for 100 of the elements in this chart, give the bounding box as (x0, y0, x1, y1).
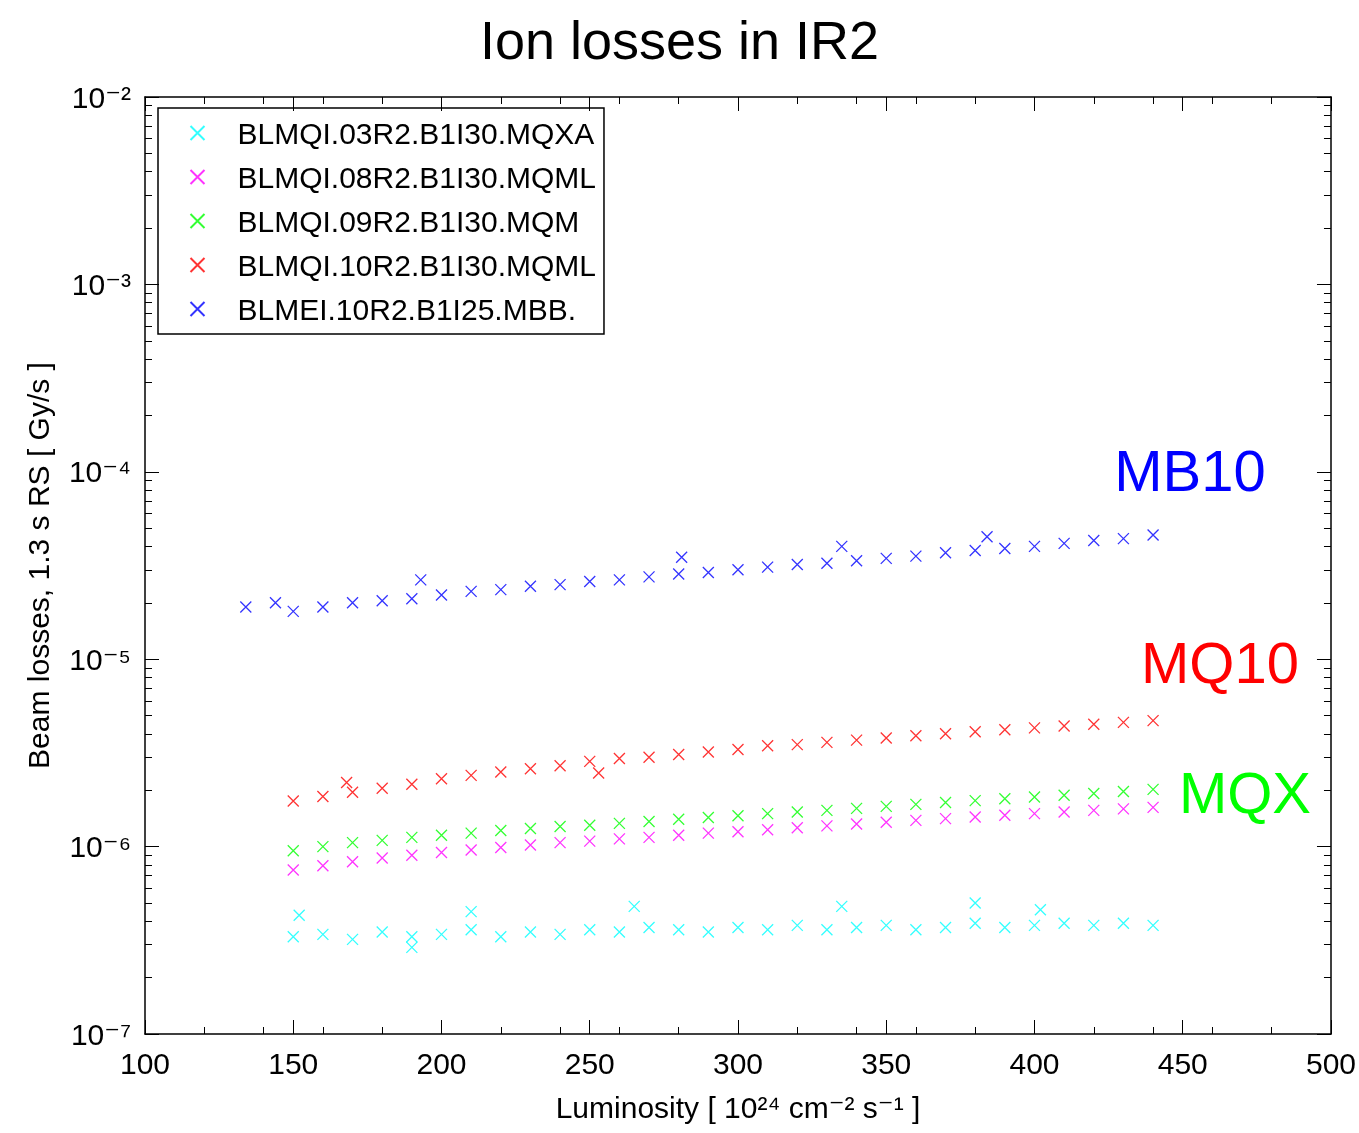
point (672, 813, 685, 826)
point (969, 917, 982, 930)
x-tick-label: 300 (712, 1046, 764, 1080)
point (761, 739, 774, 752)
x-tick-label: 500 (1305, 1046, 1356, 1080)
point (998, 809, 1011, 822)
point (553, 759, 567, 772)
point (1117, 802, 1130, 816)
point (583, 575, 596, 588)
point (909, 814, 923, 827)
point (1117, 532, 1130, 545)
point (1028, 790, 1041, 804)
point (909, 729, 923, 742)
point (998, 792, 1011, 805)
point (316, 859, 330, 872)
legend-label: BLMQI.10R2.B1I30.MQML (237, 248, 596, 282)
chart-title: Ion losses in IR2 (479, 10, 880, 70)
point (1057, 789, 1071, 802)
point (316, 600, 330, 614)
point (731, 743, 745, 756)
point (939, 546, 952, 559)
point (464, 826, 478, 840)
point (346, 786, 359, 799)
point (880, 552, 893, 565)
point (494, 765, 507, 779)
point (287, 605, 300, 618)
point (613, 925, 626, 939)
y-tick-label: 10⁻⁶ (69, 830, 131, 864)
point (1057, 805, 1071, 819)
point (1057, 917, 1071, 930)
point (702, 566, 715, 579)
annotation: MQ10 (1141, 629, 1299, 695)
point (731, 563, 745, 576)
point (1087, 804, 1100, 817)
point (761, 807, 774, 820)
point (524, 838, 537, 852)
point (376, 925, 389, 939)
point (998, 921, 1011, 934)
point (1057, 537, 1071, 550)
point (909, 798, 923, 811)
point (524, 580, 537, 593)
y-tick-label: 10⁻³ (71, 267, 131, 301)
point (761, 923, 774, 936)
point (435, 829, 448, 842)
point (1146, 714, 1160, 727)
point (435, 928, 448, 941)
point (731, 921, 745, 934)
point (1117, 785, 1130, 798)
point (791, 558, 804, 571)
point (239, 600, 252, 614)
point (1117, 716, 1130, 729)
point (820, 736, 834, 749)
point (494, 930, 507, 943)
point (583, 923, 596, 936)
point (376, 782, 389, 795)
point (820, 557, 834, 570)
point (583, 834, 596, 848)
point (939, 921, 952, 934)
point (464, 843, 478, 857)
point (405, 778, 418, 791)
point (850, 817, 863, 831)
point (464, 585, 478, 598)
point (293, 909, 306, 922)
point (553, 820, 567, 833)
point (435, 846, 448, 859)
point (340, 776, 353, 789)
point (1028, 540, 1041, 553)
point (642, 570, 656, 584)
point (672, 923, 685, 936)
y-tick-label: 10⁻⁵ (69, 642, 131, 676)
point (969, 810, 982, 824)
point (524, 822, 537, 835)
point (850, 733, 863, 747)
point (850, 802, 863, 815)
point (642, 831, 656, 844)
point (880, 919, 893, 932)
point (346, 855, 359, 868)
point (1146, 528, 1160, 542)
annotation: MQX (1178, 759, 1312, 825)
annotation: MB10 (1114, 437, 1266, 503)
point (820, 923, 834, 936)
point (583, 819, 596, 832)
point (346, 596, 359, 609)
point (939, 796, 952, 809)
point (702, 826, 715, 840)
point (1087, 534, 1100, 547)
point (1028, 721, 1041, 735)
x-axis-title: Luminosity [ 10²⁴ cm⁻² s⁻¹ ] (555, 1090, 921, 1124)
point (494, 583, 507, 596)
point (287, 794, 300, 808)
point (494, 824, 507, 837)
point (702, 745, 715, 759)
point (642, 751, 656, 764)
point (287, 844, 300, 857)
legend-label: BLMQI.08R2.B1I30.MQML (237, 160, 596, 194)
point (672, 748, 685, 761)
point (761, 823, 774, 836)
point (553, 578, 567, 591)
point (998, 542, 1011, 555)
point (939, 812, 952, 825)
